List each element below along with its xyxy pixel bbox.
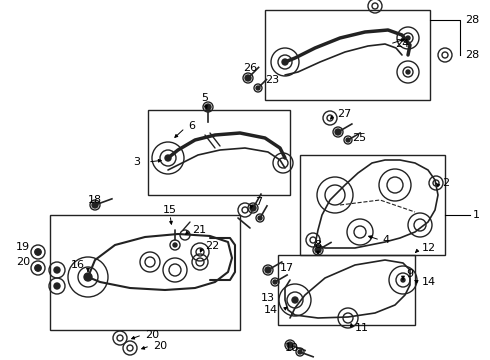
Text: 18: 18 <box>88 195 102 205</box>
Circle shape <box>54 283 60 289</box>
Circle shape <box>298 350 302 354</box>
Bar <box>148 110 290 195</box>
Circle shape <box>258 216 262 220</box>
Circle shape <box>245 75 251 81</box>
Circle shape <box>173 243 177 247</box>
Circle shape <box>287 342 293 348</box>
Circle shape <box>165 155 171 161</box>
Text: 24: 24 <box>395 39 409 49</box>
Circle shape <box>315 247 321 253</box>
Text: 6: 6 <box>188 121 195 131</box>
Circle shape <box>35 265 41 271</box>
Circle shape <box>406 36 410 40</box>
Text: 12: 12 <box>422 243 436 253</box>
Text: 27: 27 <box>337 109 351 119</box>
Circle shape <box>401 278 405 282</box>
Bar <box>50 215 240 330</box>
Circle shape <box>292 297 298 303</box>
Text: 20: 20 <box>16 257 30 267</box>
Text: 14: 14 <box>264 305 278 315</box>
Circle shape <box>346 138 350 142</box>
Text: 1: 1 <box>473 210 480 220</box>
Text: 25: 25 <box>352 133 366 143</box>
Circle shape <box>35 249 41 255</box>
Circle shape <box>335 129 341 135</box>
Circle shape <box>250 205 256 211</box>
Circle shape <box>406 70 410 74</box>
Text: 28: 28 <box>465 50 479 60</box>
Text: 20: 20 <box>145 330 159 340</box>
Text: 22: 22 <box>205 241 219 251</box>
Circle shape <box>205 104 211 110</box>
Circle shape <box>92 202 98 208</box>
Text: 13: 13 <box>261 293 275 303</box>
Circle shape <box>35 265 41 271</box>
Circle shape <box>84 273 92 281</box>
Text: 19: 19 <box>16 242 30 252</box>
Bar <box>300 155 445 255</box>
Circle shape <box>265 267 271 273</box>
Text: 16: 16 <box>71 260 85 270</box>
Text: 15: 15 <box>163 205 177 215</box>
Text: 7: 7 <box>255 197 262 207</box>
Text: 10: 10 <box>285 343 299 353</box>
Text: 23: 23 <box>265 75 279 85</box>
Circle shape <box>282 59 288 65</box>
Circle shape <box>54 267 60 273</box>
Bar <box>278 255 415 325</box>
Text: 5: 5 <box>201 93 209 103</box>
Text: 20: 20 <box>153 341 167 351</box>
Text: 11: 11 <box>355 323 369 333</box>
Text: 9: 9 <box>406 269 413 279</box>
Circle shape <box>35 249 41 255</box>
Circle shape <box>273 280 277 284</box>
Text: 8: 8 <box>315 240 321 250</box>
Bar <box>265 10 430 100</box>
Circle shape <box>256 86 260 90</box>
Text: 2: 2 <box>442 178 449 188</box>
Text: 3: 3 <box>133 157 140 167</box>
Text: 21: 21 <box>192 225 206 235</box>
Text: 28: 28 <box>465 15 479 25</box>
Text: 14: 14 <box>422 277 436 287</box>
Text: 17: 17 <box>280 263 294 273</box>
Text: 26: 26 <box>243 63 257 73</box>
Text: 4: 4 <box>382 235 389 245</box>
